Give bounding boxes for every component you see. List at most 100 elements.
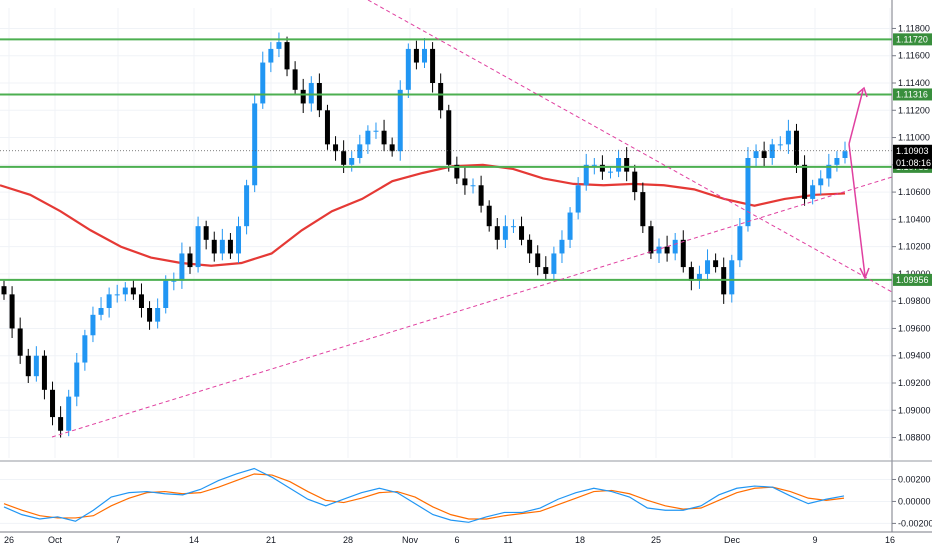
candle-body (276, 42, 282, 49)
x-tick-label: 14 (189, 535, 199, 545)
last-price-label: 1.10903 (896, 146, 929, 156)
candle-body (227, 239, 233, 254)
candle-body (349, 158, 355, 165)
last-price-label-bg (893, 144, 932, 169)
oscillator-slow-line (3, 473, 845, 520)
candle-body (486, 205, 492, 227)
x-tick-label: Nov (402, 535, 419, 545)
candle-body (171, 280, 177, 282)
price-labels: 1.117201.113161.107851.099561.1090301:08… (0, 33, 932, 286)
candle-body (203, 226, 209, 240)
candle-body (179, 253, 185, 281)
arrow-head-up (856, 86, 868, 98)
candle-body (82, 335, 88, 363)
candle-body (519, 226, 525, 240)
trendlines[interactable] (51, 0, 893, 438)
y-tick-label: 1.10200 (898, 242, 931, 252)
candle-body (680, 239, 686, 268)
candle-body (219, 239, 225, 254)
candle-body (769, 144, 775, 158)
candle-body (745, 158, 751, 227)
candle-body (147, 308, 153, 322)
candle-body (454, 164, 460, 179)
candle-body (90, 314, 96, 336)
candle-body (575, 185, 581, 213)
oscillator-pane[interactable]: 0.00200 0.00000 -0.00200 (0, 467, 932, 528)
candle-body (470, 185, 476, 187)
candle-body (195, 226, 201, 268)
osc-tick-label: 0.00000 (898, 496, 931, 506)
candles[interactable] (1, 32, 848, 438)
candle-body (308, 83, 314, 104)
candle-body (713, 260, 719, 268)
candle-body (341, 151, 347, 165)
projection-arrow-down (848, 143, 866, 277)
countdown-label: 01:08:16 (896, 158, 931, 168)
osc-tick-label: -0.00200 (898, 518, 932, 528)
candle-body (438, 83, 444, 111)
candle-body (74, 362, 80, 397)
y-tick-label: 1.09600 (898, 323, 931, 333)
candle-body (810, 185, 816, 199)
candle-body (551, 253, 557, 274)
candle-body (705, 260, 711, 274)
candle-body (357, 144, 363, 158)
candle-body (583, 164, 589, 186)
y-tick-label: 1.09000 (898, 405, 931, 415)
candle-body (365, 130, 371, 145)
candle-body (260, 62, 266, 104)
candle-body (502, 226, 508, 240)
candle-body (300, 89, 306, 104)
candle-body (422, 48, 427, 63)
candle-body (324, 110, 330, 145)
candle-body (187, 253, 193, 268)
candle-body (616, 158, 622, 172)
level-label-bg (893, 273, 932, 286)
x-tick-label: 21 (266, 535, 276, 545)
candle-body (138, 294, 144, 308)
candle-body (607, 171, 613, 173)
y-tick-label: 1.09400 (898, 351, 931, 361)
candle-body (114, 294, 120, 296)
candle-body (462, 178, 468, 186)
candle-body (333, 144, 339, 152)
candle-body (591, 164, 597, 166)
candle-body (842, 151, 848, 158)
candle-body (640, 192, 646, 227)
candle-body (777, 144, 783, 146)
support-resistance-levels[interactable] (0, 38, 892, 281)
y-tick-label: 1.11000 (898, 133, 930, 143)
candle-body (430, 48, 436, 83)
candle-body (535, 253, 541, 268)
candle-body (163, 280, 169, 308)
x-tick-label: 6 (454, 535, 459, 545)
candle-body (284, 42, 290, 70)
y-tick-label: 1.11800 (898, 23, 930, 33)
level-label: 1.11720 (896, 34, 928, 44)
candle-body (648, 226, 654, 254)
y-tick-label: 1.11200 (898, 105, 930, 115)
candle-body (50, 389, 56, 418)
candle-body (785, 130, 791, 145)
x-tick-label: Oct (48, 535, 63, 545)
osc-tick-label: 0.00200 (898, 474, 931, 484)
candle-body (25, 355, 31, 377)
x-tick-label: 9 (812, 535, 817, 545)
projection-arrow-up (848, 89, 864, 145)
x-tick-label: 26 (4, 535, 14, 545)
candle-body (58, 417, 64, 431)
level-label-bg (893, 33, 932, 46)
candle-body (373, 130, 379, 132)
candle-body (236, 226, 242, 254)
level-label: 1.09956 (896, 275, 929, 285)
candle-body (802, 164, 808, 199)
x-tick-label: 28 (343, 535, 353, 545)
candle-body (381, 130, 387, 145)
candle-body (818, 178, 824, 186)
candle-body (761, 151, 767, 158)
candle-body (9, 294, 15, 329)
arrow-head-down (859, 267, 870, 280)
